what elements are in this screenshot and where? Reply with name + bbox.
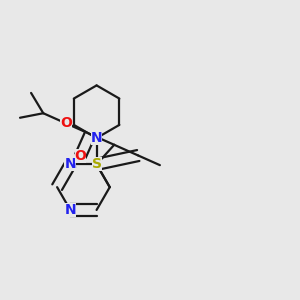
Text: S: S (92, 158, 102, 171)
Text: O: O (75, 149, 86, 163)
Text: N: N (64, 158, 76, 171)
Text: O: O (60, 116, 72, 130)
Text: N: N (64, 203, 76, 217)
Text: N: N (91, 131, 102, 145)
